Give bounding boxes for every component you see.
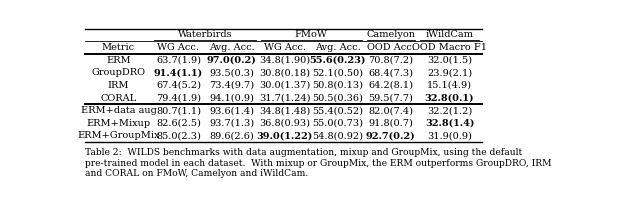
Text: 97.0(0.2): 97.0(0.2) [207,56,257,65]
Text: 79.4(1.9): 79.4(1.9) [156,94,201,103]
Text: 93.7(1.3): 93.7(1.3) [209,119,254,128]
Text: 32.2(1.2): 32.2(1.2) [427,106,472,115]
Text: IRM: IRM [108,81,129,90]
Text: 32.8(1.4): 32.8(1.4) [425,119,474,128]
Text: 67.4(5.2): 67.4(5.2) [156,81,201,90]
Text: Avg. Acc.: Avg. Acc. [315,43,360,52]
Text: 23.9(2.1): 23.9(2.1) [427,68,472,77]
Text: 85.0(2.3): 85.0(2.3) [156,131,201,140]
Text: WG Acc.: WG Acc. [157,43,200,52]
Text: 92.7(0.2): 92.7(0.2) [366,131,415,140]
Text: 15.1(4.9): 15.1(4.9) [427,81,472,90]
Text: 59.5(7.7): 59.5(7.7) [368,94,413,103]
Text: 55.0(0.73): 55.0(0.73) [312,119,363,128]
Text: 82.0(7.4): 82.0(7.4) [368,106,413,115]
Text: FMoW: FMoW [294,30,328,39]
Text: Avg. Acc.: Avg. Acc. [209,43,255,52]
Text: 52.1(0.50): 52.1(0.50) [312,68,363,77]
Text: 93.6(1.4): 93.6(1.4) [209,106,254,115]
Text: Waterbirds: Waterbirds [178,30,232,39]
Text: 32.8(0.1): 32.8(0.1) [425,94,474,103]
Text: 80.7(1.1): 80.7(1.1) [156,106,201,115]
Text: Camelyon: Camelyon [366,30,415,39]
Text: ERM+data aug: ERM+data aug [81,106,156,115]
Text: 73.4(9.7): 73.4(9.7) [209,81,254,90]
Text: OOD Macro F1: OOD Macro F1 [412,43,487,52]
Text: 54.8(0.92): 54.8(0.92) [312,131,363,140]
Text: 94.1(0.9): 94.1(0.9) [209,94,254,103]
Text: ERM: ERM [106,56,131,65]
Text: 32.0(1.5): 32.0(1.5) [427,56,472,65]
Text: 93.5(0.3): 93.5(0.3) [209,68,254,77]
Text: Metric: Metric [102,43,135,52]
Text: 30.8(0.18): 30.8(0.18) [259,68,310,77]
Text: 91.8(0.7): 91.8(0.7) [368,119,413,128]
Text: 89.6(2.6): 89.6(2.6) [209,131,254,140]
Text: 39.0(1.22): 39.0(1.22) [257,131,313,140]
Text: ERM+Mixup: ERM+Mixup [86,119,150,128]
Text: ERM+GroupMix: ERM+GroupMix [77,131,160,140]
Text: 50.5(0.36): 50.5(0.36) [312,94,363,103]
Text: 68.4(7.3): 68.4(7.3) [368,68,413,77]
Text: OOD Acc.: OOD Acc. [367,43,415,52]
Text: 31.7(1.24): 31.7(1.24) [259,94,310,103]
Text: CORAL: CORAL [100,94,136,103]
Text: Table 2:  WILDS benchmarks with data augmentation, mixup and GroupMix, using the: Table 2: WILDS benchmarks with data augm… [85,148,552,178]
Text: 91.4(1.1): 91.4(1.1) [154,68,203,77]
Text: 30.0(1.37): 30.0(1.37) [259,81,310,90]
Text: 34.8(1.48): 34.8(1.48) [259,106,310,115]
Text: 34.8(1.90): 34.8(1.90) [259,56,310,65]
Text: GroupDRO: GroupDRO [92,68,145,77]
Text: 50.8(0.13): 50.8(0.13) [312,81,363,90]
Text: 70.8(7.2): 70.8(7.2) [368,56,413,65]
Text: 36.8(0.93): 36.8(0.93) [259,119,310,128]
Text: 55.6(0.23): 55.6(0.23) [310,56,366,65]
Text: 55.4(0.52): 55.4(0.52) [312,106,363,115]
Text: 82.6(2.5): 82.6(2.5) [156,119,201,128]
Text: 64.2(8.1): 64.2(8.1) [368,81,413,90]
Text: 31.9(0.9): 31.9(0.9) [427,131,472,140]
Text: iWildCam: iWildCam [426,30,474,39]
Text: WG Acc.: WG Acc. [264,43,306,52]
Text: 63.7(1.9): 63.7(1.9) [156,56,201,65]
